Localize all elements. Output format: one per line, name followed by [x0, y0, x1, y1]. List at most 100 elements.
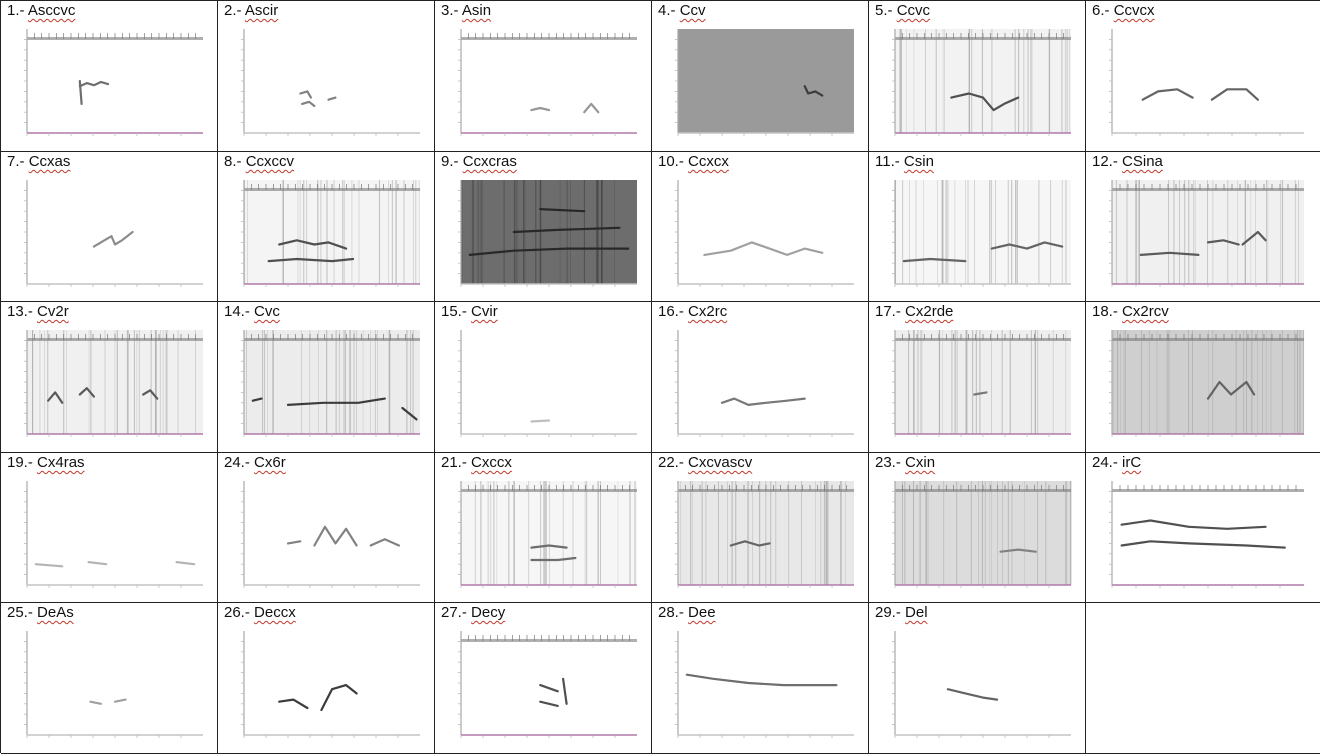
- panel-number: 24.-: [224, 454, 250, 471]
- spectrogram-panel: 18.- Cx2rcv: [1086, 302, 1320, 453]
- panel-number: 27.-: [441, 604, 467, 621]
- call-trace: [1241, 230, 1267, 246]
- panel-number: 6.-: [1092, 2, 1110, 19]
- panel-number: 21.-: [441, 454, 467, 471]
- spectrogram-image: [24, 180, 203, 287]
- panel-number: 7.-: [7, 153, 25, 170]
- panel-number: 26.-: [224, 604, 250, 621]
- panel-label: 28.- Dee: [658, 604, 716, 621]
- spectrogram-image: [675, 330, 854, 437]
- panel-name: Ccxccv: [245, 153, 295, 170]
- panel-name: DeAs: [37, 604, 74, 621]
- spectrogram-panel: 27.- Decy: [435, 603, 652, 754]
- spectrogram-panel: 9.- Ccxcras: [435, 152, 652, 302]
- panel-name: Asccvc: [27, 2, 76, 19]
- panel-label: 29.- Del: [875, 604, 928, 621]
- call-trace: [729, 540, 771, 547]
- panel-name: irC: [1122, 454, 1142, 471]
- spectrogram-panel: 6.- Ccvcx: [1086, 1, 1320, 152]
- panel-number: 28.-: [658, 604, 684, 621]
- call-trace: [299, 90, 312, 99]
- panel-label: 1.- Asccvc: [7, 2, 75, 19]
- call-trace: [512, 226, 621, 234]
- spectrogram-image: [241, 180, 420, 287]
- spectrogram-panel: 12.- CSina: [1086, 152, 1320, 302]
- panel-number: 19.-: [7, 454, 33, 471]
- panel-name: Decy: [471, 604, 506, 621]
- spectrogram-image: [24, 330, 203, 437]
- call-trace: [530, 106, 551, 112]
- panel-number: 15.-: [441, 303, 467, 320]
- spectrogram-panel: 7.- Ccxas: [1, 152, 218, 302]
- spectrogram-image: [1109, 29, 1304, 136]
- panel-number: 16.-: [658, 303, 684, 320]
- panel-label: 21.- Cxccx: [441, 454, 512, 471]
- spectrogram-panel: 1.- Asccvc: [1, 1, 218, 152]
- panel-name: Cvc: [254, 303, 280, 320]
- panel-label: 15.- Cvir: [441, 303, 498, 320]
- spectrogram-panel: 28.- Dee: [652, 603, 869, 754]
- panel-number: 14.-: [224, 303, 250, 320]
- call-trace: [47, 391, 64, 404]
- panel-label: 17.- Cx2rde: [875, 303, 953, 320]
- spectrogram-panel: 11.- Csin: [869, 152, 1086, 302]
- panel-label: 26.- Deccx: [224, 604, 296, 621]
- spectrogram-image: [1109, 481, 1304, 588]
- panel-label: 10.- Ccxcx: [658, 153, 729, 170]
- spectrogram-panel: 14.- Cvc: [218, 302, 435, 453]
- call-trace: [1141, 88, 1194, 101]
- call-trace: [313, 525, 358, 547]
- panel-label: 24.- irC: [1092, 454, 1141, 471]
- panel-label: 8.- Ccxccv: [224, 153, 294, 170]
- panel-label: 3.- Asin: [441, 2, 491, 19]
- call-trace: [973, 391, 988, 396]
- spectrogram-panel: 16.- Cx2rc: [652, 302, 869, 453]
- spectrogram-panel: 23.- Cxin: [869, 453, 1086, 603]
- spectrogram-image: [458, 631, 637, 738]
- panel-number: 5.-: [875, 2, 893, 19]
- call-trace: [1139, 251, 1200, 256]
- spectrogram-image: [24, 29, 203, 136]
- call-trace: [320, 684, 358, 712]
- panel-label: 4.- Ccv: [658, 2, 706, 19]
- call-trace: [1120, 519, 1267, 530]
- spectrogram-image: [892, 330, 1071, 437]
- spectrogram-image: [458, 330, 637, 437]
- spectrogram-panel: 21.- Cxccx: [435, 453, 652, 603]
- call-trace: [92, 230, 134, 248]
- panel-name: Ccv: [679, 2, 706, 19]
- spectrogram-image: [892, 481, 1072, 588]
- call-trace: [703, 241, 824, 256]
- call-trace: [990, 241, 1064, 250]
- call-trace: [142, 389, 159, 400]
- call-trace: [950, 92, 1020, 112]
- call-trace: [468, 247, 630, 256]
- call-trace: [530, 544, 568, 549]
- call-trace: [89, 700, 102, 705]
- panel-name: Asin: [461, 2, 492, 19]
- panel-name: Ccxcras: [462, 153, 517, 170]
- panel-number: 29.-: [875, 604, 901, 621]
- panel-name: Cx2rc: [688, 303, 728, 320]
- call-trace: [530, 556, 577, 562]
- spectrogram-panel: 24.- Cx6r: [218, 453, 435, 603]
- panel-name: Cx4ras: [37, 454, 85, 471]
- panel-label: 9.- Ccxcras: [441, 153, 517, 170]
- panel-label: 12.- CSina: [1092, 153, 1163, 170]
- panel-name: Csin: [903, 153, 934, 170]
- panel-label: 6.- Ccvcx: [1092, 2, 1155, 19]
- call-trace: [251, 397, 263, 402]
- panel-number: 9.-: [441, 153, 459, 170]
- call-trace: [530, 419, 551, 423]
- panel-number: 13.-: [7, 303, 33, 320]
- call-trace: [1206, 239, 1240, 246]
- spectrogram-image: [458, 180, 637, 287]
- panel-name: Deccx: [254, 604, 296, 621]
- panel-number: 17.-: [875, 303, 901, 320]
- empty-panel: [1086, 603, 1320, 754]
- call-trace: [78, 80, 110, 88]
- spectrogram-image: [241, 481, 420, 588]
- spectrogram-image: [1109, 330, 1305, 437]
- panel-label: 2.- Ascir: [224, 2, 278, 19]
